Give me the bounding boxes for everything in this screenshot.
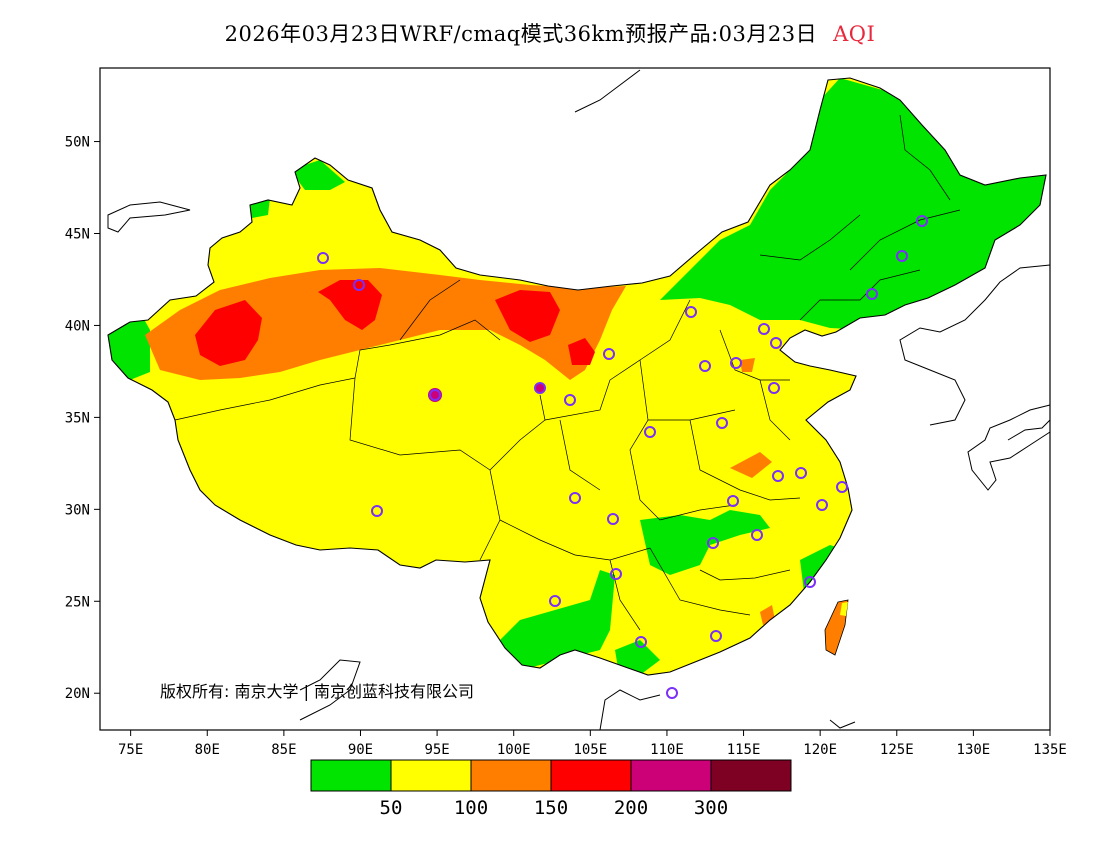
aqi-taiwan-north xyxy=(840,602,848,616)
aqi-good-central xyxy=(640,510,770,575)
station-marker xyxy=(710,630,722,642)
station-marker xyxy=(607,513,619,525)
monitoring-stations xyxy=(317,215,928,699)
station-marker xyxy=(751,529,763,541)
colorbar-swatch xyxy=(630,759,712,792)
aqi-unhealthy-gobi xyxy=(495,290,560,342)
colorbar-label: 50 xyxy=(380,797,403,819)
station-marker xyxy=(770,337,782,349)
lon-tick-label: 125E xyxy=(880,742,914,758)
station-marker xyxy=(534,382,546,394)
aqi-usg-shandong xyxy=(740,358,755,372)
station-marker xyxy=(896,250,908,262)
colorbar-swatch xyxy=(710,759,792,792)
lon-tick-label: 90E xyxy=(348,742,373,758)
aqi-colorbar: 50 100 150 200 300 xyxy=(310,759,792,819)
lon-tick-label: 95E xyxy=(424,742,449,758)
colorbar-label: 200 xyxy=(614,797,648,819)
aqi-hotspot-gansu xyxy=(535,383,545,393)
colorbar-swatch xyxy=(470,759,552,792)
longitude-axis: 75E 80E 85E 90E 95E 100E 105E 110E 115E 120E 125E 1… xyxy=(118,730,1067,758)
aqi-good-northeast xyxy=(660,78,1046,330)
station-marker xyxy=(772,470,784,482)
variable-label: AQI xyxy=(833,22,876,46)
station-marker xyxy=(371,505,383,517)
lat-tick-label: 45N xyxy=(65,227,90,243)
station-marker xyxy=(730,357,742,369)
station-marker xyxy=(429,389,441,401)
lat-tick-label: 25N xyxy=(65,594,90,610)
map-title: 2026年03月23日WRF/cmaq模式36km预报产品:03月23日 AQI xyxy=(0,18,1100,48)
colorbar-label: 100 xyxy=(454,797,488,819)
station-marker xyxy=(610,568,622,580)
station-marker xyxy=(666,687,678,699)
aqi-unhealthy-tarim xyxy=(195,300,262,366)
aqi-usg-east xyxy=(730,452,772,478)
aqi-good-south xyxy=(615,640,660,675)
lon-tick-label: 105E xyxy=(573,742,607,758)
title-text: 2026年03月23日WRF/cmaq模式36km预报产品:03月23日 xyxy=(224,22,818,46)
neighbor-boundaries xyxy=(107,69,1051,731)
lon-tick-label: 75E xyxy=(118,742,143,758)
lon-tick-label: 85E xyxy=(271,742,296,758)
station-marker xyxy=(816,499,828,511)
station-marker xyxy=(644,426,656,438)
aqi-unhealthy-north-xj xyxy=(318,280,382,330)
station-marker xyxy=(699,360,711,372)
lat-tick-label: 20N xyxy=(65,686,90,702)
lat-tick-label: 35N xyxy=(65,410,90,426)
lon-tick-label: 80E xyxy=(195,742,220,758)
station-marker xyxy=(768,382,780,394)
station-marker xyxy=(716,417,728,429)
lon-tick-label: 120E xyxy=(803,742,837,758)
aqi-good-southwest xyxy=(500,570,615,670)
lon-tick-label: 130E xyxy=(957,742,991,758)
lon-tick-label: 100E xyxy=(497,742,531,758)
colorbar-swatch xyxy=(390,759,472,792)
station-marker xyxy=(795,467,807,479)
station-marker xyxy=(727,495,739,507)
station-marker xyxy=(804,576,816,588)
station-marker xyxy=(603,348,615,360)
station-marker xyxy=(317,252,329,264)
aqi-unhealthy-loess xyxy=(568,338,595,365)
station-marker xyxy=(635,636,647,648)
colorbar-swatch xyxy=(310,759,392,792)
lon-tick-label: 115E xyxy=(727,742,761,758)
station-marker xyxy=(549,595,561,607)
copyright-text: 版权所有: 南京大学 | 南京创蓝科技有限公司 xyxy=(160,682,474,701)
colorbar-swatch xyxy=(550,759,632,792)
station-marker xyxy=(836,481,848,493)
station-marker xyxy=(916,215,928,227)
station-marker xyxy=(866,288,878,300)
station-marker xyxy=(569,492,581,504)
colorbar-label: 150 xyxy=(534,797,568,819)
lon-tick-label: 110E xyxy=(650,742,684,758)
lat-tick-label: 40N xyxy=(65,318,90,334)
station-marker xyxy=(707,537,719,549)
lat-tick-label: 50N xyxy=(65,135,90,151)
colorbar-label: 300 xyxy=(694,797,728,819)
province-boundaries xyxy=(174,114,961,631)
station-marker xyxy=(353,279,365,291)
aqi-good-northwest xyxy=(290,160,345,190)
station-marker xyxy=(685,306,697,318)
lon-tick-label: 135E xyxy=(1033,742,1067,758)
station-marker xyxy=(758,323,770,335)
station-marker xyxy=(564,394,576,406)
latitude-axis: 20N 25N 30N 35N 40N 45N 50N xyxy=(65,135,100,702)
lat-tick-label: 30N xyxy=(65,502,90,518)
